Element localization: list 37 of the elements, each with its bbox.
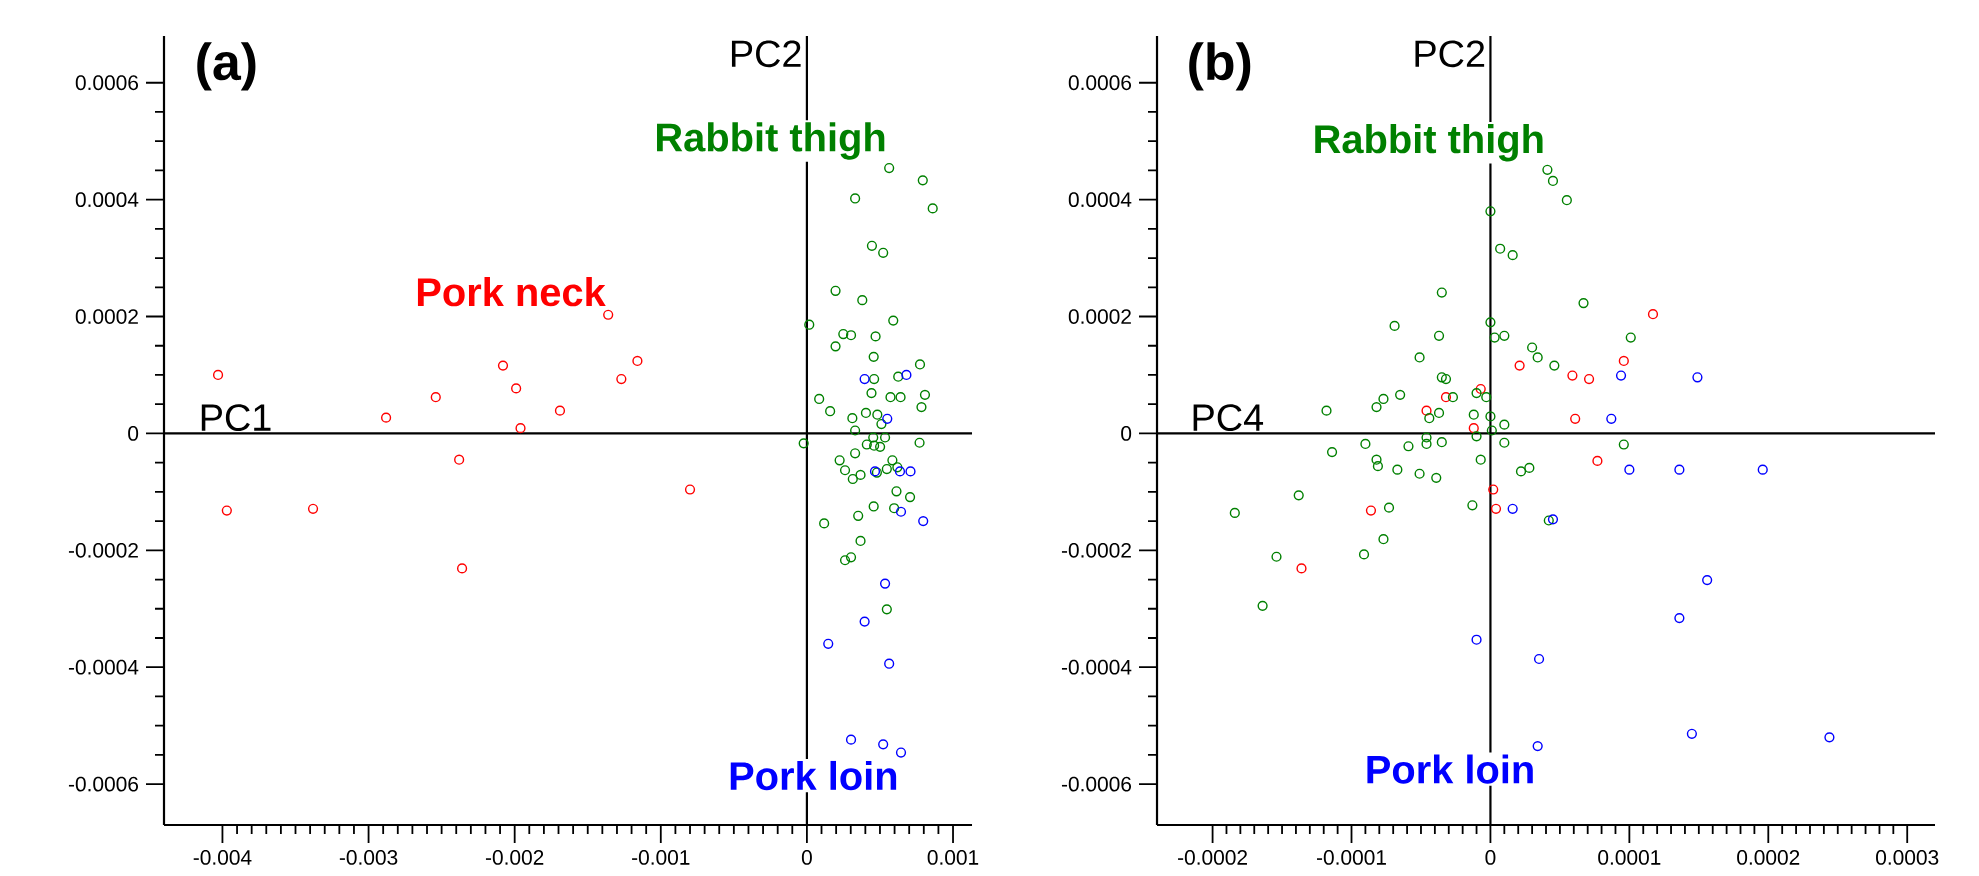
y-tick-label: 0.0004 <box>1068 192 1132 208</box>
x-tick-label: 0.0001 <box>1598 850 1661 865</box>
series-label: Rabbit thigh <box>1315 124 1543 162</box>
chart-title: (a) <box>197 42 256 91</box>
ref-line-label: PC2 <box>731 40 801 68</box>
y-tick-label: 0.0006 <box>75 75 139 91</box>
y-tick-label: 0.0004 <box>75 192 139 208</box>
x-tick-label: -0.002 <box>485 850 544 865</box>
ref-line-label: PC4 <box>1193 404 1264 432</box>
x-tick-label: -0.004 <box>193 850 252 865</box>
y-tick-label: -0.0002 <box>1061 542 1131 558</box>
y-tick-label: -0.0004 <box>1061 659 1132 675</box>
y-tick-label: 0.0006 <box>1068 75 1132 91</box>
series-label: Rabbit thigh <box>657 122 885 160</box>
y-tick-label: -0.0004 <box>68 659 139 675</box>
series-label: Pork neck <box>417 277 606 307</box>
y-tick-label: 0.0002 <box>75 309 138 324</box>
y-tick-label: -0.0002 <box>68 542 138 558</box>
y-tick-label: 0 <box>1121 426 1132 441</box>
y-tick-label: -0.0006 <box>1061 776 1132 792</box>
x-tick-label: 0 <box>1485 850 1496 865</box>
series-label: Pork loin <box>1367 754 1533 784</box>
x-tick-label: -0.003 <box>339 850 398 865</box>
x-tick-label: -0.001 <box>632 850 690 865</box>
x-tick-label: 0.001 <box>927 850 979 865</box>
x-tick-label: 0.0003 <box>1876 850 1939 865</box>
y-tick-label: -0.0006 <box>68 776 139 792</box>
ref-line-label: PC2 <box>1415 40 1485 68</box>
x-tick-label: -0.0001 <box>1316 850 1386 865</box>
y-tick-label: 0 <box>128 426 139 441</box>
x-tick-label: 0 <box>801 850 812 865</box>
y-tick-label: 0.0002 <box>1068 309 1131 324</box>
ref-line-label: PC1 <box>201 404 271 432</box>
series-label: Pork loin <box>730 760 897 791</box>
x-tick-label: 0.0002 <box>1737 850 1800 865</box>
chart-title: (b) <box>1189 42 1251 91</box>
x-tick-label: -0.0002 <box>1178 850 1247 865</box>
